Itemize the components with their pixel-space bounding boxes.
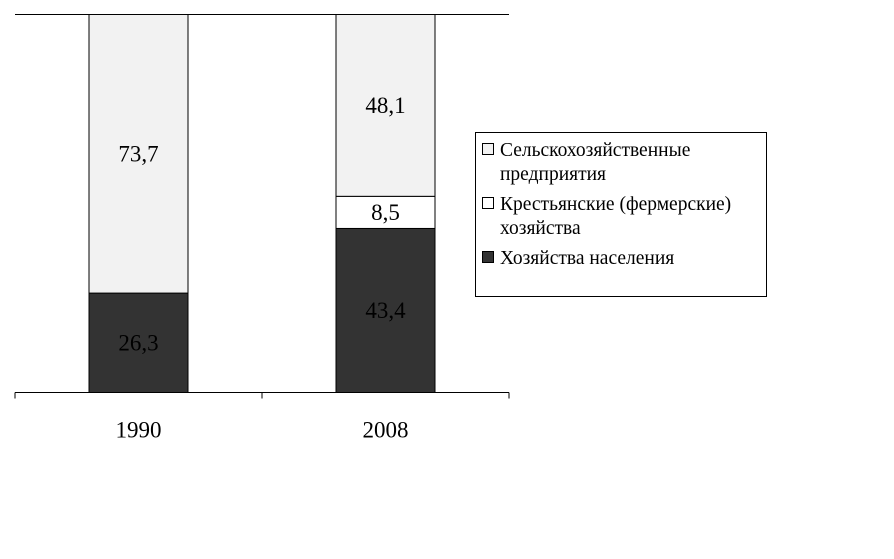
legend-swatch: [482, 251, 494, 263]
x-tick-label: 2008: [363, 418, 409, 443]
legend-label: Хозяйства населения: [500, 248, 675, 269]
x-tick-label: 1990: [116, 418, 162, 443]
bar-segment: [88, 14, 189, 294]
legend-item-peasant-farms: Крестьянские (фермерские) хозяйства: [482, 193, 760, 241]
legend-swatch: [482, 143, 494, 155]
data-label: 8,5: [371, 200, 400, 225]
legend-item-households: Хозяйства населения: [482, 247, 760, 271]
data-label: 26,3: [118, 330, 158, 355]
data-label: 48,1: [365, 93, 405, 118]
data-label: 43,4: [365, 298, 406, 323]
bar-segment: [335, 227, 436, 393]
bar-segment: [335, 14, 436, 197]
data-label: 73,7: [118, 141, 158, 166]
legend: Сельскохозяйственные предприятия Крестья…: [475, 132, 767, 297]
legend-label: Крестьянские (фермерские) хозяйства: [500, 194, 732, 239]
legend-label: Сельскохозяйственные предприятия: [500, 140, 691, 185]
legend-swatch: [482, 197, 494, 209]
bar-segment: [335, 195, 436, 229]
legend-item-agricultural-enterprises: Сельскохозяйственные предприятия: [482, 139, 760, 187]
